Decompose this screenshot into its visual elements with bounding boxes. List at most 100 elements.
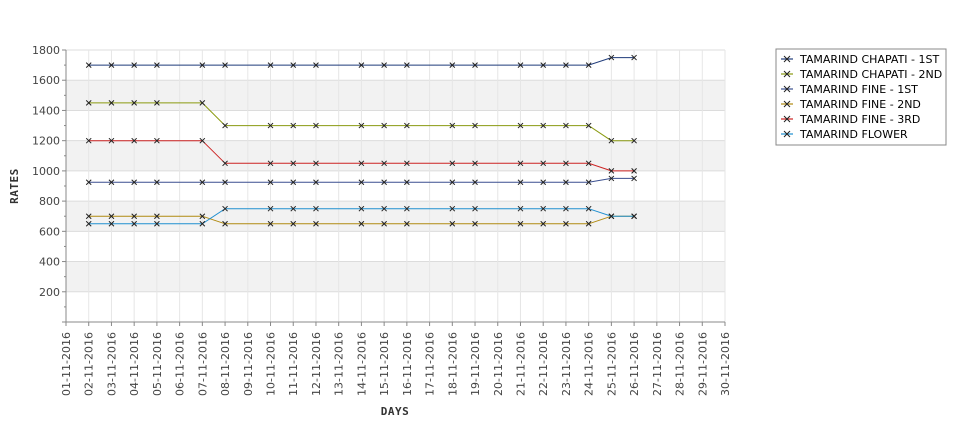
series-line bbox=[88, 102, 635, 142]
data-point-marker bbox=[608, 213, 615, 220]
chart-axes: 200 400 600 800 1000 1200 1400 1600 1800 01-11-20… bbox=[32, 44, 732, 396]
data-point-marker bbox=[85, 62, 92, 68]
x-tick-label: 30-11-2016 bbox=[719, 332, 732, 396]
legend-label: TAMARIND CHAPATI - 2ND bbox=[799, 68, 942, 81]
data-point-marker bbox=[517, 179, 524, 186]
legend-marker bbox=[783, 70, 791, 78]
series-line bbox=[88, 208, 635, 225]
x-tick-label: 29-11-2016 bbox=[696, 332, 709, 396]
x-tick-label: 13-11-2016 bbox=[333, 332, 346, 396]
data-point-marker bbox=[540, 160, 547, 167]
data-point-marker bbox=[449, 179, 456, 186]
data-point-marker bbox=[267, 62, 274, 68]
data-point-marker bbox=[313, 179, 319, 186]
data-point-marker bbox=[222, 205, 228, 212]
x-tick-label: 06-11-2016 bbox=[174, 332, 187, 396]
data-point-marker bbox=[631, 168, 637, 174]
data-point-marker bbox=[199, 137, 206, 144]
data-point-marker bbox=[449, 205, 456, 212]
data-point-marker bbox=[381, 205, 387, 212]
data-point-marker bbox=[540, 122, 547, 129]
y-tick-label: 1600 bbox=[32, 74, 60, 87]
x-tick-label: 28-11-2016 bbox=[674, 332, 687, 396]
data-point-marker bbox=[85, 137, 92, 144]
data-point-marker bbox=[563, 122, 569, 129]
data-point-marker bbox=[131, 179, 138, 186]
data-point-marker bbox=[563, 179, 569, 186]
series-group bbox=[85, 137, 637, 174]
data-point-marker bbox=[154, 179, 160, 186]
legend-box bbox=[775, 48, 947, 146]
data-point-marker bbox=[290, 160, 297, 167]
data-point-marker bbox=[358, 179, 365, 186]
chart-legend: TAMARIND CHAPATI - 1ST TAMARIND CHAPATI -… bbox=[775, 48, 947, 146]
data-point-marker bbox=[517, 62, 524, 68]
data-point-marker bbox=[131, 137, 138, 144]
series-line bbox=[88, 177, 635, 183]
data-point-marker bbox=[631, 213, 637, 220]
x-tick-label: 16-11-2016 bbox=[401, 332, 414, 396]
data-point-marker bbox=[631, 137, 637, 144]
data-point-marker bbox=[472, 62, 478, 68]
x-tick-label: 24-11-2016 bbox=[583, 332, 596, 396]
data-point-marker bbox=[222, 160, 228, 167]
y-tick-label: 600 bbox=[39, 225, 60, 238]
series-line bbox=[88, 215, 635, 225]
data-point-marker bbox=[313, 62, 319, 68]
data-point-marker bbox=[108, 62, 115, 68]
y-tick-label: 400 bbox=[39, 256, 60, 269]
legend-marker bbox=[783, 130, 791, 138]
legend-label: TAMARIND FINE - 3RD bbox=[799, 113, 920, 126]
legend-item: TAMARIND FINE - 2ND bbox=[781, 98, 921, 111]
x-tick-label: 03-11-2016 bbox=[105, 332, 118, 396]
x-tick-label: 22-11-2016 bbox=[537, 332, 550, 396]
x-tick-label: 27-11-2016 bbox=[651, 332, 664, 396]
data-point-marker bbox=[267, 220, 274, 227]
data-point-marker bbox=[222, 179, 228, 186]
data-point-marker bbox=[358, 160, 365, 167]
data-point-marker bbox=[404, 122, 410, 129]
x-tick-label: 10-11-2016 bbox=[265, 332, 278, 396]
data-point-marker bbox=[154, 220, 160, 227]
y-tick-label: 1400 bbox=[32, 104, 60, 117]
x-tick-label: 20-11-2016 bbox=[492, 332, 505, 396]
data-point-marker bbox=[267, 179, 274, 186]
data-point-marker bbox=[608, 137, 615, 144]
x-tick-label: 04-11-2016 bbox=[128, 332, 141, 396]
x-tick-label: 14-11-2016 bbox=[355, 332, 368, 396]
data-point-marker bbox=[585, 220, 592, 227]
data-point-marker bbox=[358, 220, 365, 227]
y-tick-label: 1800 bbox=[32, 44, 60, 57]
data-point-marker bbox=[563, 205, 569, 212]
data-point-marker bbox=[154, 137, 160, 144]
data-point-marker bbox=[290, 220, 297, 227]
data-point-marker bbox=[199, 213, 206, 220]
data-point-marker bbox=[585, 62, 592, 68]
data-point-marker bbox=[154, 213, 160, 220]
data-point-marker bbox=[267, 160, 274, 167]
data-point-marker bbox=[381, 179, 387, 186]
data-point-marker bbox=[199, 179, 206, 186]
x-tick-label: 21-11-2016 bbox=[514, 332, 527, 396]
data-point-marker bbox=[540, 62, 547, 68]
data-point-marker bbox=[131, 100, 138, 106]
data-point-marker bbox=[608, 54, 615, 61]
x-tick-label: 23-11-2016 bbox=[560, 332, 573, 396]
data-point-marker bbox=[154, 62, 160, 68]
legend-label: TAMARIND FINE - 2ND bbox=[799, 98, 921, 111]
x-tick-label: 08-11-2016 bbox=[219, 332, 232, 396]
vertical-gridlines bbox=[65, 50, 726, 322]
series-group bbox=[85, 100, 637, 144]
data-point-marker bbox=[449, 220, 456, 227]
data-point-marker bbox=[313, 220, 319, 227]
data-point-marker bbox=[381, 160, 387, 167]
data-point-marker bbox=[404, 179, 410, 186]
series-layer bbox=[85, 54, 637, 227]
data-point-marker bbox=[517, 205, 524, 212]
series-group bbox=[85, 175, 637, 186]
data-point-marker bbox=[517, 160, 524, 167]
data-point-marker bbox=[631, 175, 637, 182]
data-point-marker bbox=[313, 122, 319, 129]
data-point-marker bbox=[358, 62, 365, 68]
data-point-marker bbox=[85, 100, 92, 106]
